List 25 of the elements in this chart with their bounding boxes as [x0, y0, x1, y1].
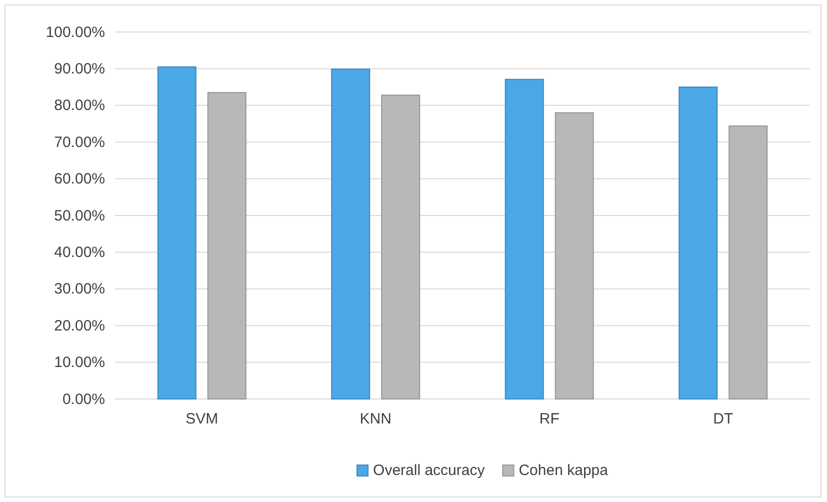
bar — [331, 68, 370, 400]
y-tick-label: 40.00% — [54, 244, 105, 261]
bar — [678, 86, 718, 400]
bar — [207, 92, 246, 400]
y-tick-label: 80.00% — [54, 97, 105, 114]
y-tick-label: 90.00% — [54, 60, 105, 78]
bar — [554, 112, 594, 400]
y-tick-label: 70.00% — [54, 134, 105, 151]
y-tick-label: 100.00% — [46, 24, 105, 41]
bar — [728, 125, 768, 400]
y-tick-label: 20.00% — [54, 317, 105, 334]
y-tick-label: 10.00% — [54, 354, 105, 372]
y-tick-label: 0.00% — [62, 390, 105, 408]
bar — [381, 94, 420, 400]
y-tick-label: 30.00% — [54, 280, 105, 298]
y-tick-label: 50.00% — [54, 207, 105, 224]
x-tick-label: RF — [539, 410, 560, 428]
x-tick-label: SVM — [186, 410, 218, 428]
y-tick-label: 60.00% — [54, 170, 105, 188]
x-tick-label: KNN — [360, 410, 392, 428]
legend-label: Overall accuracy — [373, 462, 486, 479]
legend-label: Cohen kappa — [518, 462, 609, 479]
bar — [157, 66, 196, 400]
bar — [504, 78, 544, 400]
x-tick-label: DT — [713, 410, 734, 428]
